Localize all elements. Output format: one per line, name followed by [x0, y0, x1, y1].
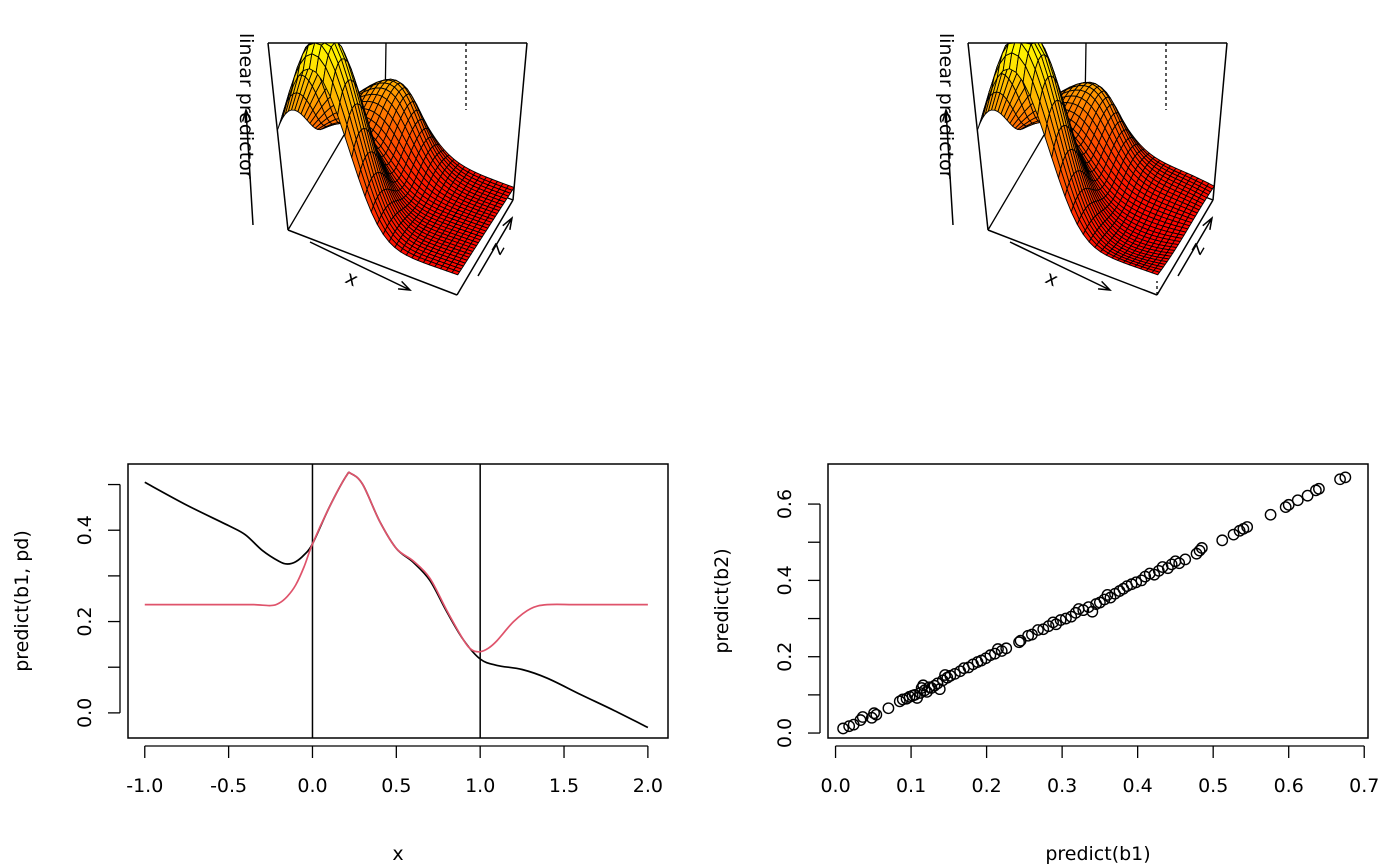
scatter-ylabel: predict(b2): [711, 548, 733, 653]
scatter-xlabel: predict(b1): [1045, 843, 1150, 865]
scatter-point: [1216, 534, 1229, 547]
scatter-point: [941, 671, 954, 684]
scatter-point: [1193, 544, 1206, 557]
scatter-point: [1086, 605, 1099, 618]
zlabel-2: linear predictor: [935, 33, 957, 179]
scatter-x-tick-label: 0.2: [971, 775, 1001, 797]
z-axis-arrow: [477, 216, 514, 277]
scatter-point: [870, 708, 883, 721]
scatter-point: [1264, 508, 1277, 521]
x-axis-arrow: [309, 241, 412, 291]
scatter-y-tick-label: 0.4: [774, 565, 796, 595]
line-plot-xlabel: x: [392, 843, 403, 865]
scatter-point: [908, 688, 921, 701]
scatter-point: [856, 711, 869, 723]
line-plot-y-tick-label: 0.4: [74, 515, 96, 545]
line-plot-y-tick-label: 0.0: [74, 698, 96, 728]
box-edge: [967, 42, 989, 231]
scatter-x-tick-label: 0.5: [1198, 775, 1228, 797]
line-plot-x-tick-label: 0.0: [297, 775, 327, 797]
scatter-point: [1047, 616, 1059, 629]
scatter-point: [1054, 614, 1067, 626]
scatter-point: [893, 695, 906, 708]
scatter-x-tick-label: 0.3: [1047, 775, 1077, 797]
scatter-point: [1060, 612, 1072, 625]
line-plot-frame: [127, 463, 669, 739]
box-edge: [512, 42, 528, 201]
scatter-point: [917, 679, 930, 692]
scatter-point: [1101, 588, 1114, 601]
line-plot-x-tick-label: -0.5: [210, 775, 247, 797]
scatter-point: [882, 702, 895, 715]
line-plot-x-tick-label: 1.0: [465, 775, 495, 797]
xlabel-2: x: [1042, 267, 1061, 292]
scatter-point: [1069, 606, 1082, 619]
box-edge: [456, 199, 514, 296]
scatter-x-tick-label: 0.6: [1274, 775, 1304, 797]
scatter-point: [854, 714, 867, 726]
scatter-point: [1130, 576, 1143, 589]
vertical-axis-arrow: [241, 107, 254, 226]
scatter-point: [1334, 473, 1346, 486]
scatter-point: [1339, 471, 1352, 484]
scatter-point: [837, 722, 850, 735]
scatter-point: [1179, 553, 1192, 566]
box-edge: [287, 229, 458, 296]
surface-facet: [451, 269, 461, 276]
scatter-x-tick-label: 0.7: [1349, 775, 1379, 797]
scatter-point: [1195, 542, 1208, 554]
xlabel-1: x: [342, 267, 361, 292]
line-plot-x-tick-label: 0.5: [381, 775, 411, 797]
box-edge: [1212, 42, 1228, 201]
box-edge: [267, 42, 289, 231]
scatter-plot: predict(b1) predict(b2) 0.0 0.1 0.2 0.3 0.4 0…: [711, 463, 1379, 865]
scatter-point: [1173, 557, 1186, 570]
scatter-point: [1161, 562, 1174, 575]
box-edge: [1156, 199, 1214, 296]
series-line-red: [144, 471, 648, 653]
scatter-x-tick-label: 0.4: [1123, 775, 1153, 797]
z-axis-arrow: [1177, 216, 1214, 277]
line-plot-ylabel: predict(b1, pd): [11, 530, 33, 672]
box-edge: [987, 134, 1045, 231]
line-plot: x predict(b1, pd) -1.0 -0.5 0.0 0.5 1.0 1.5 2.…: [11, 463, 669, 865]
x-axis-arrow: [1009, 241, 1112, 291]
scatter-y-tick-label: 0.2: [774, 642, 796, 672]
scatter-point: [1032, 624, 1044, 636]
scatter-point: [1227, 528, 1240, 541]
scatter-point: [1279, 501, 1292, 514]
scatter-point: [1282, 498, 1295, 511]
scatter-point: [1165, 558, 1178, 571]
scatter-frame: [827, 463, 1369, 739]
surface-facet: [1151, 270, 1161, 276]
scatter-y-tick-label: 0.0: [774, 718, 796, 748]
scatter-point: [1291, 494, 1304, 507]
scatter-point: [1013, 636, 1025, 649]
box-edge: [987, 229, 1158, 296]
line-plot-x-tick-label: -1.0: [126, 775, 163, 797]
line-plot-y-tick-label: 0.2: [74, 606, 96, 636]
line-plot-x-tick-label: 2.0: [633, 775, 663, 797]
scatter-y-tick-label: 0.6: [774, 489, 796, 519]
scatter-x-tick-label: 0.1: [896, 775, 926, 797]
scatter-x-tick-label: 0.0: [820, 775, 850, 797]
scatter-point: [1135, 574, 1148, 587]
zlabel-1: linear predictor: [235, 33, 257, 179]
scatter-point: [1241, 521, 1254, 533]
scatter-point: [1000, 642, 1013, 655]
scatter-point: [868, 707, 880, 720]
series-line-black: [144, 471, 649, 729]
box-edge: [287, 134, 345, 231]
scatter-point: [1313, 482, 1325, 495]
scatter-point: [1301, 489, 1314, 502]
line-plot-x-tick-label: 1.5: [549, 775, 579, 797]
vertical-axis-arrow: [941, 107, 954, 226]
